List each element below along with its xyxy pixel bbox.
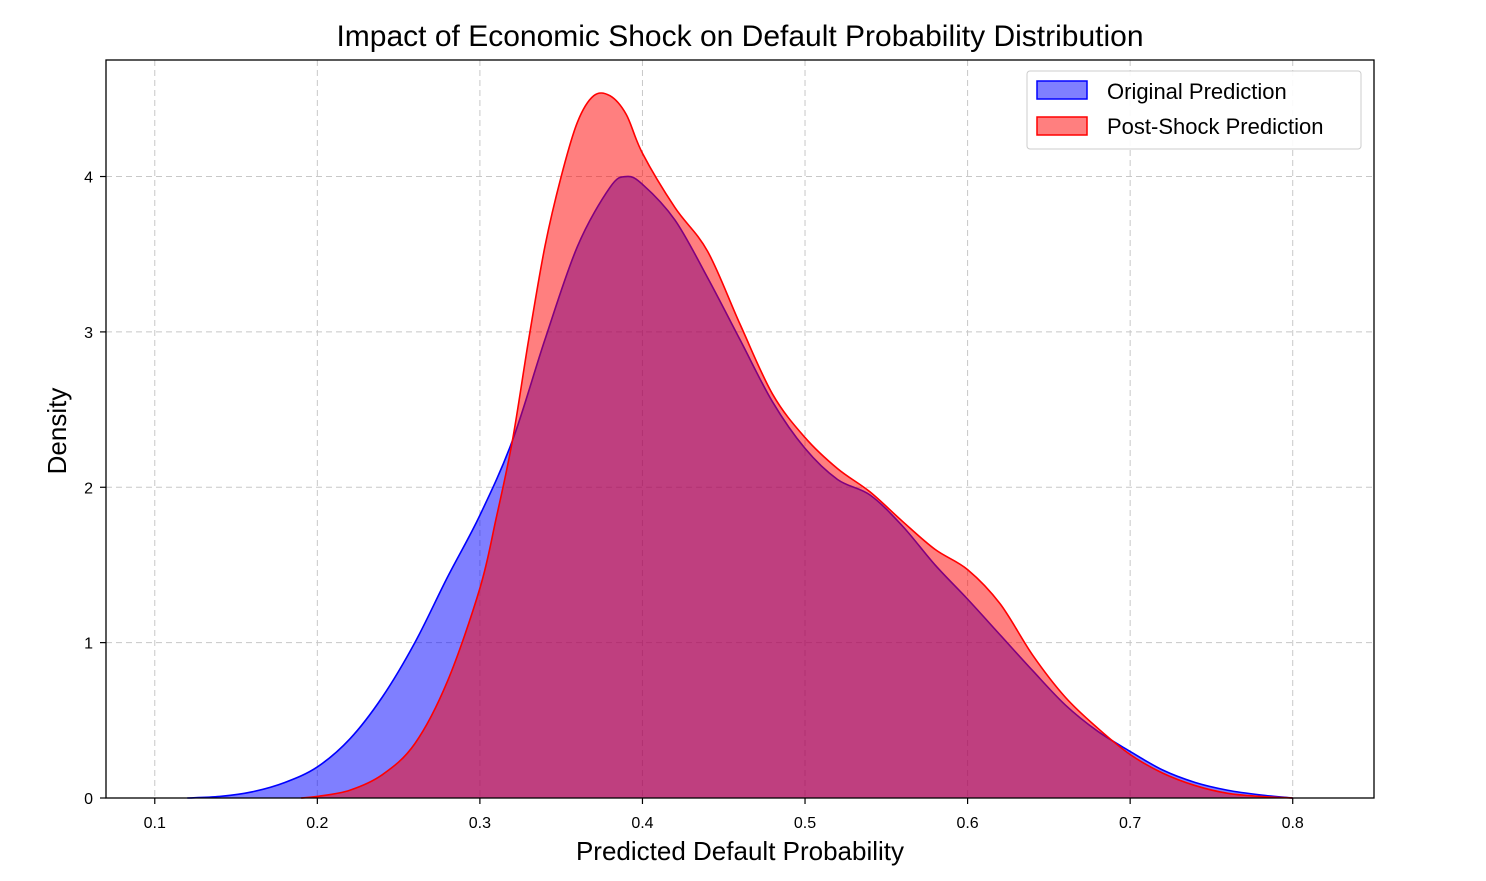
x-tick-label: 0.5 [794,815,816,832]
density-line-post-shock [301,92,1293,799]
legend-label-original: Original Prediction [1107,79,1287,104]
plot-frame [105,59,1375,799]
y-axis-label: Density [42,388,72,475]
legend-swatch-post-shock [1036,116,1088,136]
x-tick-label: 0.2 [306,815,328,832]
ticks: 0.1 0.2 0.3 0.4 0.5 0.6 0.7 0.8 0 1 2 3 4 [84,170,1304,832]
legend: Original Prediction Post-Shock Predictio… [1026,70,1362,150]
x-axis-label: Predicted Default Probability [576,836,904,866]
y-tick-label: 0 [84,791,93,808]
x-tick-label: 0.6 [956,815,978,832]
x-tick-label: 0.3 [469,815,491,832]
series-layer [187,92,1293,799]
density-area-post-shock [301,92,1293,799]
x-tick-label: 0.1 [144,815,166,832]
y-tick-label: 3 [84,325,93,342]
y-tick-label: 2 [84,480,93,497]
legend-box [1026,70,1362,150]
legend-label-post-shock: Post-Shock Prediction [1107,114,1323,139]
y-tick-label: 1 [84,636,93,653]
x-tick-label: 0.8 [1282,815,1304,832]
y-tick-label: 4 [84,170,93,187]
legend-swatch-original [1036,80,1088,100]
chart-title: Impact of Economic Shock on Default Prob… [336,20,1143,53]
x-tick-label: 0.4 [631,815,653,832]
x-tick-label: 0.7 [1119,815,1141,832]
